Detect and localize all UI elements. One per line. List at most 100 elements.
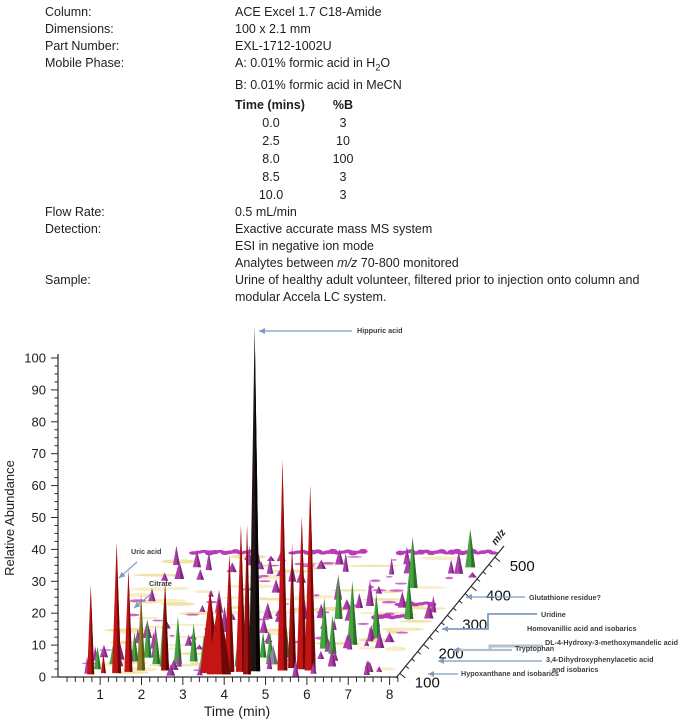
part-number-value: EXL-1712-1002U	[235, 39, 332, 53]
annotation-label: Homovanillic acid and isobarics	[527, 624, 636, 633]
method-info: Column: ACE Excel 1.7 C18-Amide Dimensio…	[0, 4, 686, 306]
mz-smear	[381, 600, 397, 604]
peak-shade	[177, 616, 182, 665]
peak-shade	[371, 624, 375, 640]
peak-shade	[151, 588, 156, 602]
mobile-phase-label: Mobile Phase:	[45, 56, 125, 70]
gradient-row: 8.0 100	[235, 150, 686, 168]
peak-shade	[321, 559, 327, 569]
mobile-phase-a-text: A: 0.01% formic acid in H	[235, 56, 376, 70]
mz-smear	[445, 576, 454, 580]
peak-shade	[292, 543, 297, 668]
gradient-percentb-value: 3	[339, 115, 347, 130]
flow-rate-value: 0.5 mL/min	[235, 204, 297, 219]
gradient-time-value: 10.0	[258, 187, 284, 202]
peak-shade	[282, 460, 288, 671]
annotation-arrowhead	[453, 647, 459, 653]
y-tick-label: 100	[24, 351, 46, 366]
detection-line3: Analytes between m/z 70-800 monitored	[235, 255, 686, 272]
mz-smear	[270, 564, 280, 567]
mobile-phase-a: A: 0.01% formic acid in H2O	[235, 55, 686, 77]
y-tick-label: 60	[32, 478, 46, 493]
z-axis-title: m/z	[490, 528, 509, 548]
column-label: Column:	[45, 5, 92, 19]
bg-streak	[400, 619, 433, 623]
info-row-column: Column: ACE Excel 1.7 C18-Amide	[0, 4, 686, 21]
mz-smear	[357, 622, 370, 626]
gradient-percentb-value: 10	[336, 133, 350, 148]
bg-streak	[133, 573, 184, 577]
y-tick-label: 20	[32, 606, 46, 621]
y-tick-label: 50	[32, 510, 46, 525]
peak-shade	[334, 618, 337, 630]
peak-shade	[260, 560, 265, 570]
peak-shade	[433, 595, 437, 613]
peak-shade	[269, 652, 273, 670]
peak-shade	[176, 545, 180, 566]
z-tick-label: 400	[486, 587, 511, 604]
x-tick-label: 8	[386, 687, 394, 702]
mz-smear	[258, 574, 269, 578]
gradient-row: 0.0 3	[235, 114, 686, 132]
peak-shade	[229, 553, 235, 672]
y-tick-label: 10	[32, 638, 46, 653]
peak-shade	[134, 632, 139, 662]
gradient-time-value: 8.5	[262, 169, 280, 184]
peak-shade	[379, 631, 385, 648]
peak-shade	[389, 632, 395, 643]
mz-smear	[206, 600, 218, 604]
annotation-arrowhead	[438, 658, 444, 664]
peak-shade	[141, 593, 146, 671]
peak-shade	[210, 590, 214, 597]
mz-smear	[346, 556, 363, 558]
info-row-sample2: modular Accela LC system.	[0, 289, 686, 306]
peak-shade	[254, 326, 261, 672]
mz-smear	[152, 619, 163, 622]
x-tick-label: 7	[344, 687, 352, 702]
analytes-text: Analytes between	[235, 255, 338, 270]
mz-smear	[369, 579, 381, 583]
mz-smear	[169, 634, 175, 637]
info-row-sample: Sample: Urine of healthy adult volunteer…	[0, 272, 686, 289]
annotation-label: and isobarics	[552, 665, 598, 674]
peak-shade	[147, 619, 152, 658]
mz-smear	[313, 594, 320, 597]
mz-smear	[258, 580, 271, 583]
peak-shade	[170, 664, 176, 676]
mz-smear	[389, 589, 404, 592]
peak-shade	[179, 561, 185, 579]
peak-shade	[458, 551, 464, 574]
annotation-label: Glutathione residue?	[529, 593, 601, 602]
gradient-table: Time (mins) %B 0.0 3 2.5 10 8.0 100 8.5 …	[235, 96, 686, 204]
gradient-percentb-value: 3	[339, 187, 347, 202]
gradient-row: 8.5 3	[235, 168, 686, 186]
gradient-percentb-header: %B	[332, 97, 354, 112]
peak-shade	[232, 613, 236, 620]
annotation-arrowhead	[442, 626, 448, 632]
mobile-phase-a-suffix: O	[380, 56, 391, 70]
z-tick-label: 300	[462, 616, 487, 633]
peak-shade	[428, 602, 434, 619]
info-row-mobile-phase-b: B: 0.01% formic acid in MeCN	[0, 77, 686, 94]
annotation-arrowhead	[134, 601, 141, 608]
annotation-label: Citrate	[149, 579, 172, 588]
peak-shade	[269, 557, 274, 574]
gradient-time-value: 0.0	[262, 115, 280, 130]
mobile-phase-b: B: 0.01% formic acid in MeCN	[235, 77, 402, 92]
info-row-dimensions: Dimensions: 100 x 2.1 mm	[0, 21, 686, 38]
mz-smear	[385, 575, 393, 578]
peak-shade	[262, 632, 267, 658]
peak-shade	[164, 572, 169, 581]
peak-shade	[199, 668, 203, 676]
bg-streak	[347, 564, 400, 567]
annotation-arrowhead	[119, 571, 126, 578]
x-tick-label: 1	[96, 687, 104, 702]
bg-streak	[160, 559, 198, 564]
peak-shade	[178, 653, 182, 667]
sample-line1: Urine of healthy adult volunteer, filter…	[235, 272, 640, 287]
peak-shade	[156, 632, 161, 665]
bg-streak	[160, 602, 195, 606]
bg-streak	[193, 590, 216, 594]
